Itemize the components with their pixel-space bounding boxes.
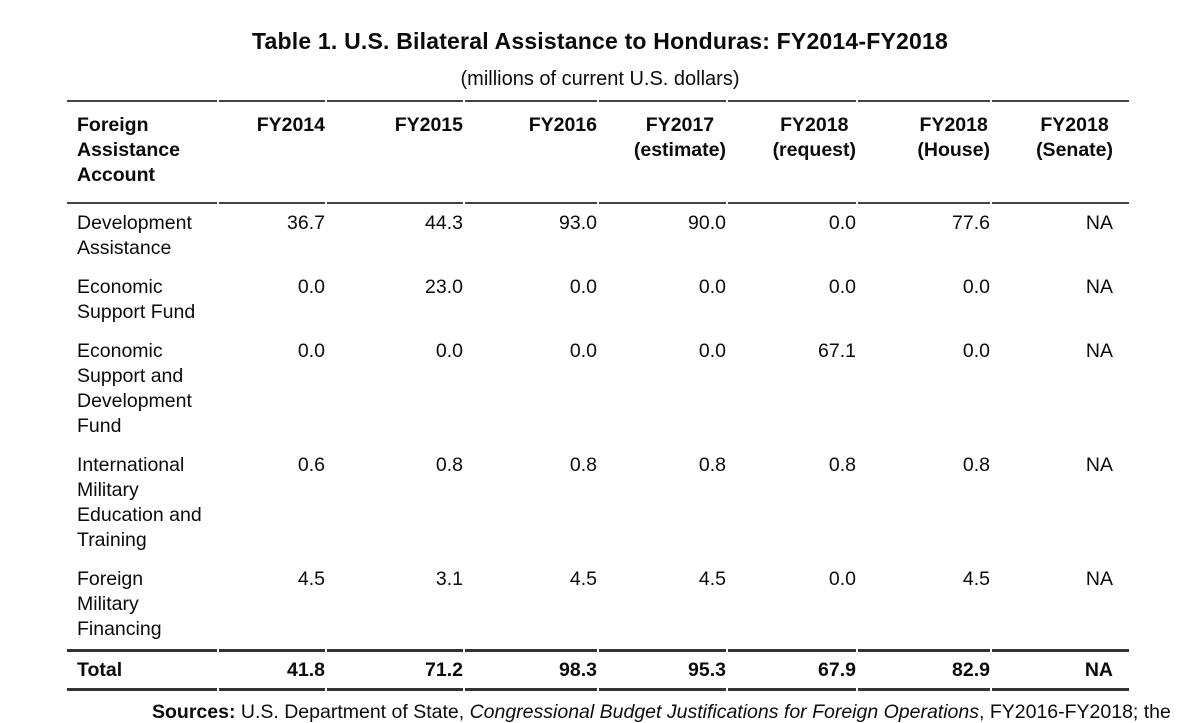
- total-value-cell: 71.2: [327, 649, 463, 691]
- column-header: FY2018 (request): [728, 100, 856, 204]
- column-header: FY2016: [465, 100, 597, 204]
- column-header: FY2018 (House): [858, 100, 990, 204]
- value-cell: 0.0: [828, 212, 856, 234]
- value-cell: 0.6: [297, 454, 325, 476]
- value-cell: 0.0: [569, 340, 597, 362]
- sources-publication: Congressional Budget Justifications for …: [469, 701, 979, 723]
- value-cell: 0.0: [828, 276, 856, 298]
- value-cell: 67.1: [818, 340, 856, 362]
- table-row: Economic Support and Development Fund 0.0…: [67, 332, 1129, 446]
- value-cell: 90.0: [688, 212, 726, 234]
- column-header-label: FY2017 (estimate): [633, 114, 726, 161]
- column-header-label: FY2018 (Senate): [1036, 114, 1113, 161]
- value-cell: 93.0: [559, 212, 597, 234]
- total-value-cell: 95.3: [599, 649, 726, 691]
- total-label: Total: [67, 649, 217, 691]
- value-cell: 0.0: [297, 340, 325, 362]
- value-cell: 4.5: [569, 568, 597, 590]
- sources-text: U.S. Department of State,: [235, 701, 470, 723]
- column-header-account: Foreign Assistance Account: [67, 100, 217, 204]
- total-value-cell: 67.9: [728, 649, 856, 691]
- value-cell: 36.7: [287, 212, 325, 234]
- value-cell: 4.5: [962, 568, 990, 590]
- column-header: FY2015: [327, 100, 463, 204]
- column-header: FY2014: [219, 100, 325, 204]
- value-cell: 4.5: [698, 568, 726, 590]
- bilateral-assistance-table: Foreign Assistance Account FY2014 FY2015 FY…: [65, 100, 1131, 691]
- total-value-cell: NA: [992, 649, 1129, 691]
- column-header-label: FY2015: [394, 114, 463, 136]
- value-cell: 0.0: [962, 276, 990, 298]
- sources-text-tail: , FY2016-FY2018; the: [979, 701, 1171, 723]
- column-header-label: FY2016: [528, 114, 597, 136]
- value-cell: NA: [1085, 340, 1113, 362]
- table-title: Table 1. U.S. Bilateral Assistance to Ho…: [251, 28, 949, 54]
- value-cell: NA: [1085, 568, 1113, 590]
- value-cell: 4.5: [297, 568, 325, 590]
- value-cell: 3.1: [435, 568, 463, 590]
- table-row: International Military Education and Tra…: [67, 446, 1129, 560]
- value-cell: NA: [1085, 454, 1113, 476]
- column-header: FY2018 (Senate): [992, 100, 1129, 204]
- table-row: Foreign Military Financing 4.5 3.1 4.5 4.5 0.…: [67, 560, 1129, 649]
- value-cell: 0.8: [569, 454, 597, 476]
- header-row: Foreign Assistance Account FY2014 FY2015 FY…: [67, 100, 1129, 204]
- account-cell: Foreign Military Financing: [77, 568, 162, 640]
- total-value-cell: 98.3: [465, 649, 597, 691]
- value-cell: 0.0: [962, 340, 990, 362]
- value-cell: NA: [1085, 212, 1113, 234]
- table-row: Economic Support Fund 0.0 23.0 0.0 0.0 0.0 0.0…: [67, 268, 1129, 332]
- value-cell: 0.8: [698, 454, 726, 476]
- account-cell: Economic Support Fund: [77, 276, 196, 323]
- account-cell: Development Assistance: [77, 212, 192, 259]
- column-header-label: FY2014: [256, 114, 325, 136]
- value-cell: 77.6: [952, 212, 990, 234]
- value-cell: 0.0: [828, 568, 856, 590]
- column-header-label: FY2018 (House): [917, 114, 990, 161]
- value-cell: 0.8: [435, 454, 463, 476]
- value-cell: 0.8: [962, 454, 990, 476]
- account-cell: International Military Education and Tra…: [77, 454, 202, 551]
- value-cell: 0.0: [698, 276, 726, 298]
- value-cell: 0.0: [569, 276, 597, 298]
- total-row: Total 41.8 71.2 98.3 95.3 67.9 82.9 NA: [67, 649, 1129, 691]
- value-cell: 0.0: [698, 340, 726, 362]
- value-cell: 23.0: [425, 276, 463, 298]
- column-header-label: FY2018 (request): [772, 114, 856, 161]
- column-header: FY2017 (estimate): [599, 100, 726, 204]
- sources-label: Sources:: [152, 701, 236, 723]
- value-cell: 0.8: [828, 454, 856, 476]
- total-value-cell: 41.8: [219, 649, 325, 691]
- value-cell: NA: [1085, 276, 1113, 298]
- value-cell: 0.0: [435, 340, 463, 362]
- table-sources: Sources: U.S. Department of State, Congr…: [152, 699, 1200, 723]
- total-value-cell: 82.9: [858, 649, 990, 691]
- table-subtitle: (millions of current U.S. dollars): [460, 68, 740, 90]
- account-cell: Economic Support and Development Fund: [77, 340, 192, 437]
- value-cell: 0.0: [297, 276, 325, 298]
- table-row: Development Assistance 36.7 44.3 93.0 90.0 0.…: [67, 204, 1129, 268]
- value-cell: 44.3: [425, 212, 463, 234]
